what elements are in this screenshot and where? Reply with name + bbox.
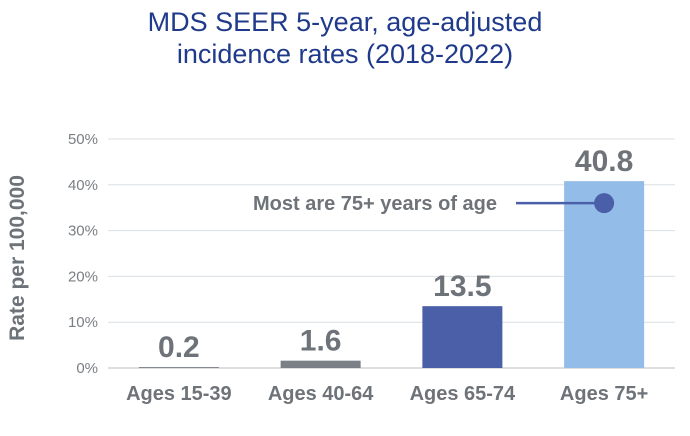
- annotation-marker: [594, 193, 615, 214]
- x-tick-label: Ages 65-74: [410, 383, 516, 405]
- chart-title-line-1: MDS SEER 5-year, age-adjusted: [147, 7, 543, 37]
- x-axis-categories: Ages 15-39 Ages 40-64 Ages 65-74 Ages 75+: [126, 383, 648, 405]
- bars: [138, 181, 645, 368]
- y-tick-label: 10%: [68, 314, 98, 331]
- y-axis-ticks: 0% 10% 20% 30% 40% 50%: [68, 131, 98, 377]
- y-tick-label: 40%: [68, 177, 98, 194]
- bar: [422, 306, 503, 368]
- annotation-text: Most are 75+ years of age: [253, 193, 497, 215]
- bar-value-label: 13.5: [433, 270, 491, 303]
- x-tick-label: Ages 75+: [560, 383, 648, 405]
- bar-value-label: 40.8: [575, 145, 633, 178]
- y-tick-label: 50%: [68, 131, 98, 148]
- bar: [138, 367, 219, 368]
- value-labels: 0.2 1.6 13.5 40.8: [158, 145, 633, 364]
- y-tick-label: 0%: [76, 360, 98, 377]
- chart-title: MDS SEER 5-year, age-adjusted incidence …: [0, 6, 690, 70]
- x-tick-label: Ages 40-64: [268, 383, 374, 405]
- y-tick-label: 20%: [68, 268, 98, 285]
- bar: [280, 360, 361, 368]
- bar-value-label: 0.2: [158, 331, 200, 364]
- x-tick-label: Ages 15-39: [126, 383, 232, 405]
- annotation: Most are 75+ years of age: [253, 193, 615, 215]
- bar-value-label: 1.6: [300, 325, 342, 358]
- y-axis-label: Rate per 100,000: [6, 175, 29, 341]
- y-tick-label: 30%: [68, 223, 98, 240]
- chart-title-line-2: incidence rates (2018-2022): [176, 39, 514, 69]
